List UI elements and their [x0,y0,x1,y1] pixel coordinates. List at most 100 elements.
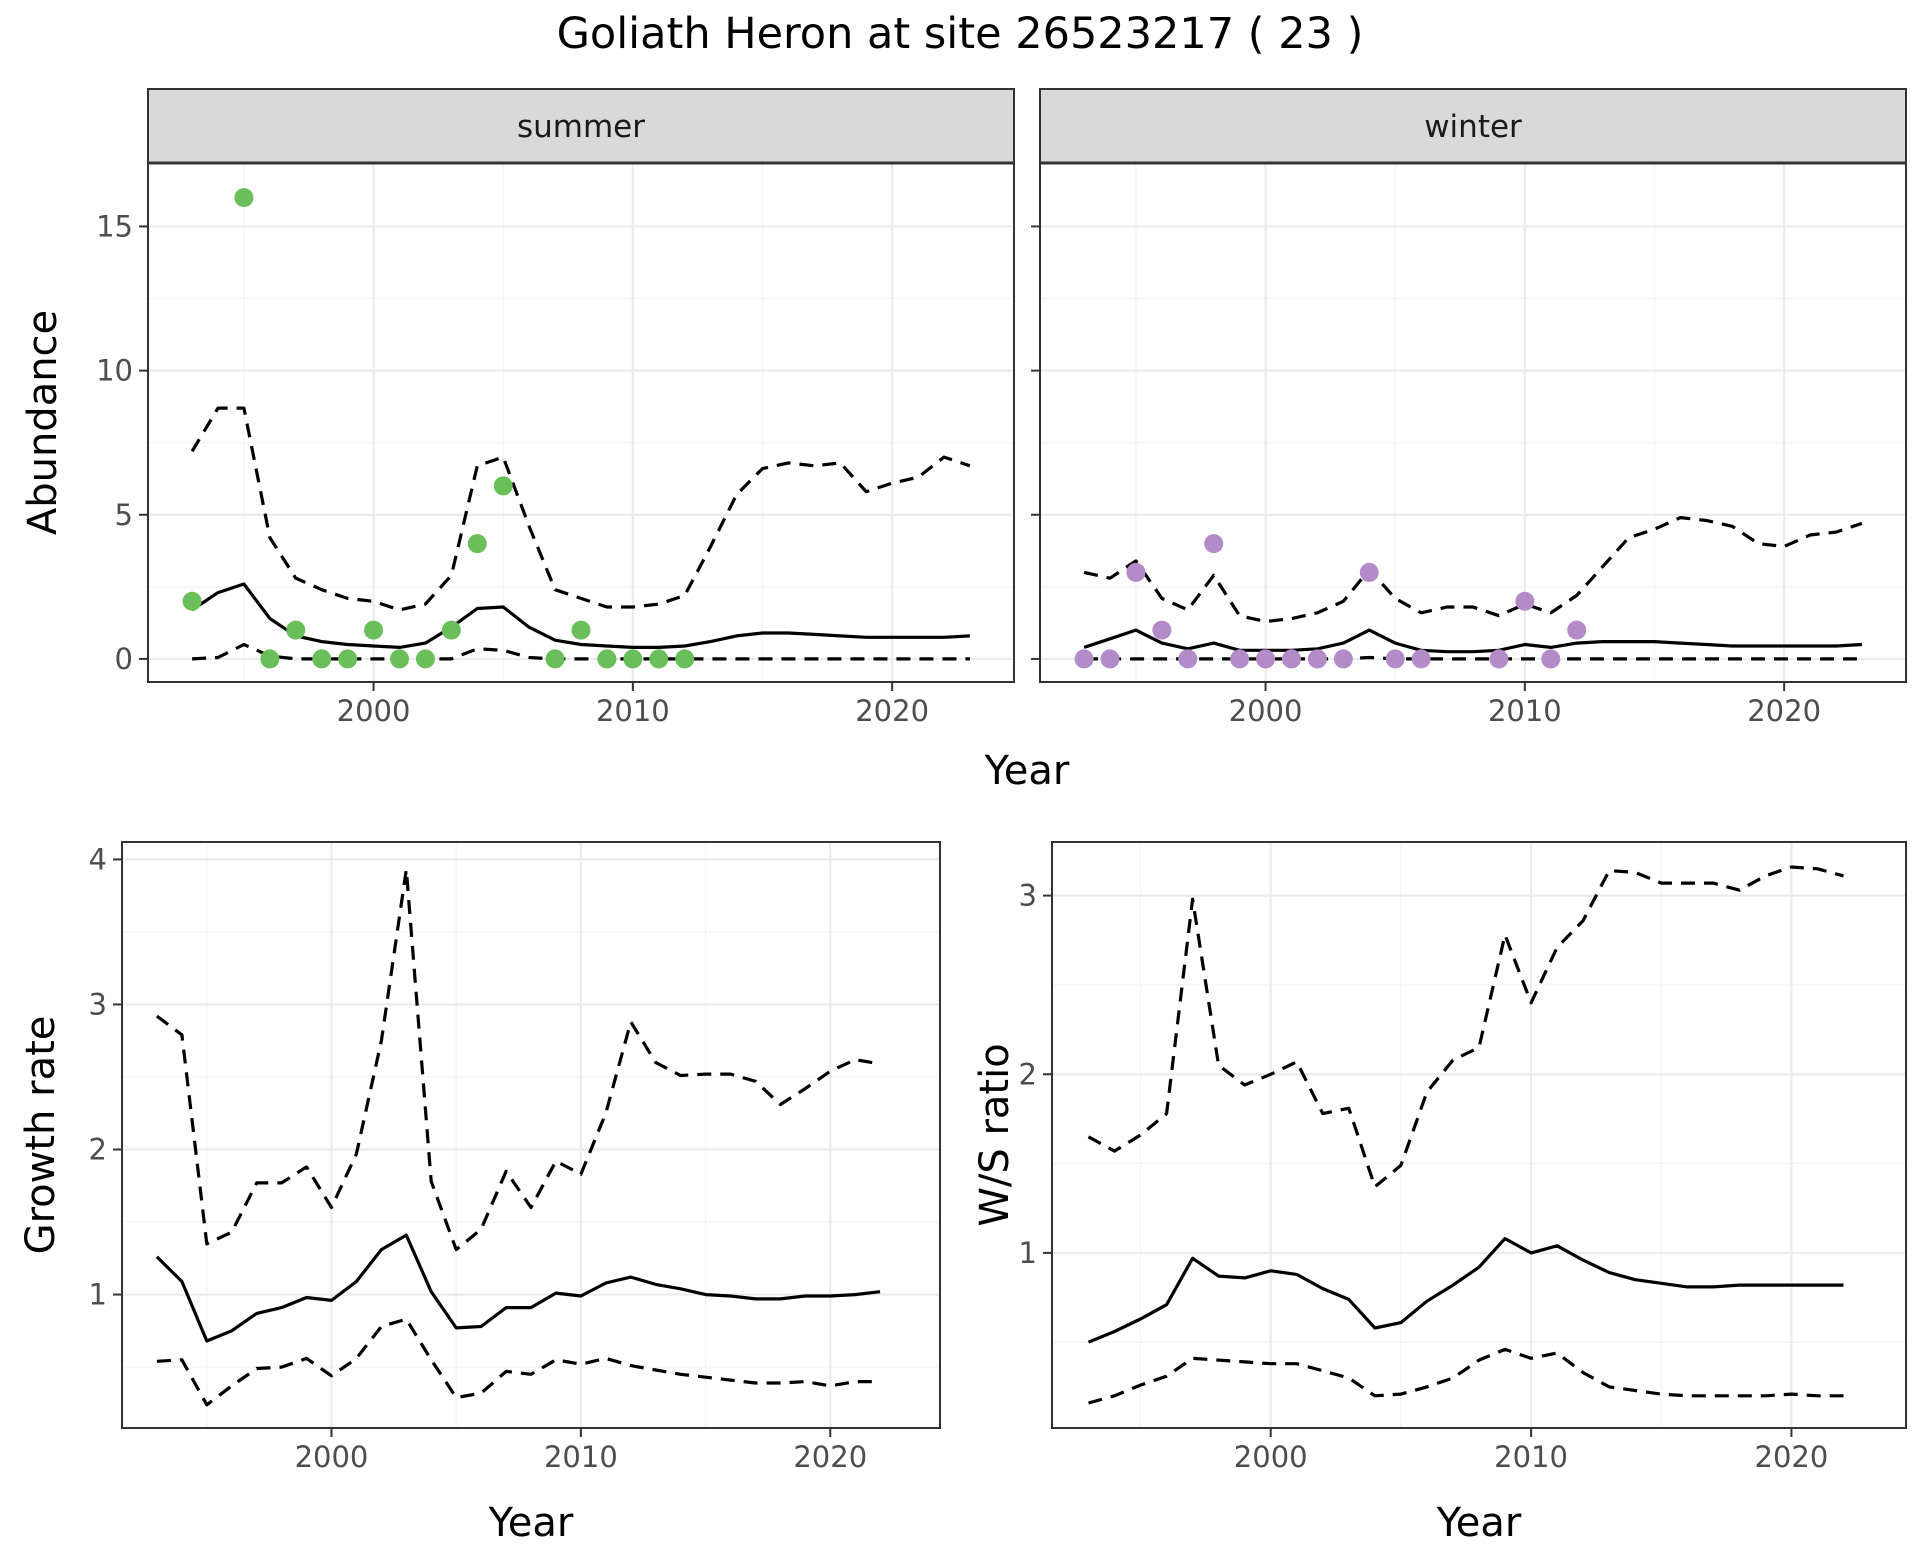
data-point [545,649,565,669]
data-point [364,620,384,640]
x-tick-label: 2010 [544,1440,618,1474]
x-tick-label: 2000 [1229,694,1303,728]
abundance-summer-points [182,188,695,669]
abundance-winter-grid [1040,163,1906,682]
ratio-grid [1052,842,1906,1428]
growth-grid [122,842,940,1428]
x-tick-label: 2000 [337,694,411,728]
data-point [493,476,513,496]
abundance-winter-lower-line [1084,655,1862,661]
abundance-summer-y-axis: 0 5 10 15 [96,209,148,676]
data-point [1385,649,1405,669]
x-tick-label: 2010 [1494,1440,1568,1474]
abundance-winter-strip [1039,88,1907,164]
data-point [1307,649,1327,669]
growth-x-axis: 2000 2010 2020 [295,1428,867,1474]
data-point [1489,649,1509,669]
data-point [1515,591,1535,611]
x-tick-label: 2020 [793,1440,867,1474]
abundance-summer-lower-line [192,642,970,661]
y-tick-label: 1 [1019,1236,1037,1270]
growth-fit-line [155,1233,881,1343]
data-point [1567,620,1587,640]
data-point [1204,534,1224,554]
ratio-fit-line [1087,1237,1844,1344]
data-point [675,649,695,669]
abundance-summer-x-axis: 2000 2010 2020 [337,682,929,728]
data-point [1359,562,1379,582]
data-point [1100,649,1120,669]
strip-label-summer: summer [517,109,645,145]
abundance-winter-panel-border [1039,162,1907,683]
abundance-winter-y-axis [1031,225,1040,660]
y-tick-label: 4 [89,842,107,876]
data-point [415,649,435,669]
x-tick-label: 2000 [1234,1440,1308,1474]
abundance-y-axis-title: Abundance [20,310,66,535]
y-tick-label: 2 [1019,1057,1037,1091]
data-point [1541,649,1561,669]
ratio-lower-line [1088,1347,1844,1405]
data-point [1152,620,1172,640]
x-tick-label: 2000 [295,1440,369,1474]
data-point [1333,649,1353,669]
data-point [441,620,461,640]
data-point [1256,649,1276,669]
data-point [182,591,202,611]
figure-title: Goliath Heron at site 26523217 ( 23 ) [557,9,1364,59]
growth-x-axis-title: Year [488,1500,574,1546]
abundance-summer-panel-border [147,162,1015,683]
y-tick-label: 0 [115,642,133,676]
abundance-summer-strip [147,88,1015,164]
growth-upper-line [155,868,881,1252]
data-point [234,188,254,208]
x-tick-label: 2020 [1755,1440,1829,1474]
abundance-x-axis-title: Year [984,748,1070,794]
data-point [1282,649,1302,669]
abundance-winter-fit-line [1083,628,1862,654]
data-point [1411,649,1431,669]
growth-panel-border [121,841,941,1429]
data-point [1230,649,1250,669]
ratio-panel-border [1051,841,1907,1429]
growth-lower-line [156,1317,881,1407]
data-point [571,620,591,640]
x-tick-label: 2010 [596,694,670,728]
data-point [312,649,332,669]
growth-y-axis: 1 2 3 4 [89,842,122,1312]
y-tick-label: 2 [89,1133,107,1167]
data-point [286,620,306,640]
data-point [338,649,358,669]
data-point [260,649,280,669]
data-point [467,534,487,554]
abundance-summer-upper-line [190,406,971,612]
data-point [623,649,643,669]
data-point [390,649,410,669]
ratio-x-axis-title: Year [1436,1500,1522,1546]
x-tick-label: 2020 [855,694,929,728]
x-tick-label: 2020 [1747,694,1821,728]
ratio-upper-line [1087,865,1844,1189]
x-tick-label: 2010 [1488,694,1562,728]
data-point [1126,562,1146,582]
abundance-winter-points [1074,534,1587,669]
y-tick-label: 5 [115,498,133,532]
y-tick-label: 10 [96,354,133,388]
ratio-y-axis: 1 2 3 [1019,879,1052,1270]
abundance-winter-upper-line [1083,516,1863,624]
growth-y-axis-title: Growth rate [18,1016,64,1255]
data-point [597,649,617,669]
abundance-winter-x-axis: 2000 2010 2020 [1229,682,1821,728]
abundance-summer-fit-line [191,582,970,649]
strip-label-winter: winter [1424,109,1522,145]
ratio-x-axis: 2000 2010 2020 [1234,1428,1829,1474]
y-tick-label: 3 [1019,879,1037,913]
data-point [1074,649,1094,669]
abundance-summer-grid [148,163,1014,682]
data-point [649,649,669,669]
y-tick-label: 1 [89,1278,107,1312]
ratio-y-axis-title: W/S ratio [972,1043,1018,1226]
data-point [1178,649,1198,669]
y-tick-label: 3 [89,987,107,1021]
